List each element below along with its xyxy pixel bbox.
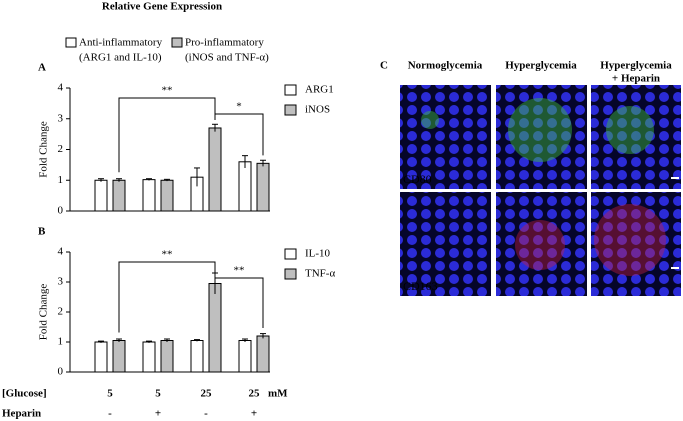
- legend-label: Anti-inflammatory: [79, 37, 163, 49]
- y-axis-label: Fold Change: [38, 284, 50, 341]
- bar: [142, 179, 156, 212]
- glucose-value: 25: [249, 388, 261, 400]
- y-tick-label: 4: [58, 82, 64, 94]
- legend-swatch: [284, 104, 297, 116]
- legend-label: iNOS: [305, 104, 330, 116]
- stain: [421, 98, 654, 162]
- y-tick-label: 4: [58, 246, 64, 258]
- legend-label: TNF-α: [305, 268, 335, 280]
- y-tick-label: 3: [58, 112, 64, 124]
- row-label: [Glucose]: [2, 388, 47, 400]
- legend-label: ARG1: [305, 84, 334, 96]
- bar: [112, 179, 126, 212]
- bar: [160, 179, 174, 212]
- legend-swatch: [284, 268, 297, 280]
- glucose-value: 5: [107, 388, 113, 400]
- y-tick-label: 1: [58, 174, 64, 186]
- image: [496, 192, 587, 296]
- bar: [256, 335, 270, 373]
- heparin-value: -: [204, 408, 208, 420]
- bar: [142, 341, 156, 373]
- legend-swatch: [171, 37, 183, 48]
- image: [591, 192, 681, 296]
- glucose-value: 25: [201, 388, 213, 400]
- significance-label: **: [162, 85, 173, 97]
- heparin-value: +: [155, 408, 161, 420]
- column-header: Hyperglycemia: [600, 60, 672, 72]
- marker-label: CD80: [403, 172, 432, 186]
- bar: [238, 161, 252, 212]
- panel-label: A: [38, 62, 46, 74]
- column-header: Normoglycemia: [408, 60, 483, 72]
- panel-label: C: [380, 60, 388, 72]
- significance-bracket: [118, 97, 216, 173]
- significance-label: *: [236, 101, 242, 113]
- y-axis-label: Fold Change: [38, 121, 50, 178]
- marker-label: CD163: [403, 279, 438, 293]
- legend-label: (iNOS and TNF-α): [185, 52, 269, 64]
- legend-label: IL-10: [305, 248, 331, 260]
- legend-swatch: [284, 248, 297, 260]
- bar: [94, 341, 108, 373]
- heparin-value: -: [108, 408, 112, 420]
- significance-label: **: [162, 249, 173, 261]
- bar: [238, 340, 252, 373]
- figure-title: Relative Gene Expression: [102, 1, 222, 13]
- y-tick-label: 0: [58, 205, 64, 217]
- bar: [208, 283, 222, 373]
- bar: [112, 340, 126, 373]
- legend-swatch: [65, 37, 77, 48]
- significance-bracket: [214, 113, 264, 156]
- image: [400, 192, 491, 296]
- legend-label: Pro-inflammatory: [185, 37, 264, 49]
- glucose-value: 5: [155, 388, 161, 400]
- y-tick-label: 3: [58, 276, 64, 288]
- y-tick-label: 2: [58, 306, 64, 318]
- column-header: Hyperglycemia: [505, 60, 577, 72]
- bar: [208, 127, 222, 212]
- significance-bracket: [118, 261, 216, 333]
- image: [496, 85, 587, 189]
- image: [591, 85, 681, 189]
- bar: [256, 162, 270, 212]
- column-header: + Heparin: [612, 73, 660, 85]
- micrographs: [400, 85, 681, 296]
- heparin-value: +: [251, 408, 257, 420]
- bar: [94, 179, 108, 212]
- stain: [515, 204, 666, 276]
- unit: mM: [268, 388, 288, 400]
- y-tick-label: 0: [58, 366, 64, 378]
- bar: [160, 340, 174, 373]
- y-tick-label: 2: [58, 143, 64, 155]
- y-tick-label: 1: [58, 336, 64, 348]
- row-label: Heparin: [2, 408, 41, 420]
- panel-label: B: [38, 226, 46, 238]
- legend-label: (ARG1 and IL-10): [79, 52, 162, 64]
- significance-label: **: [234, 265, 245, 277]
- legend-swatch: [284, 84, 297, 96]
- image: [400, 85, 491, 189]
- bar: [190, 340, 204, 373]
- significance-bracket: [214, 275, 264, 328]
